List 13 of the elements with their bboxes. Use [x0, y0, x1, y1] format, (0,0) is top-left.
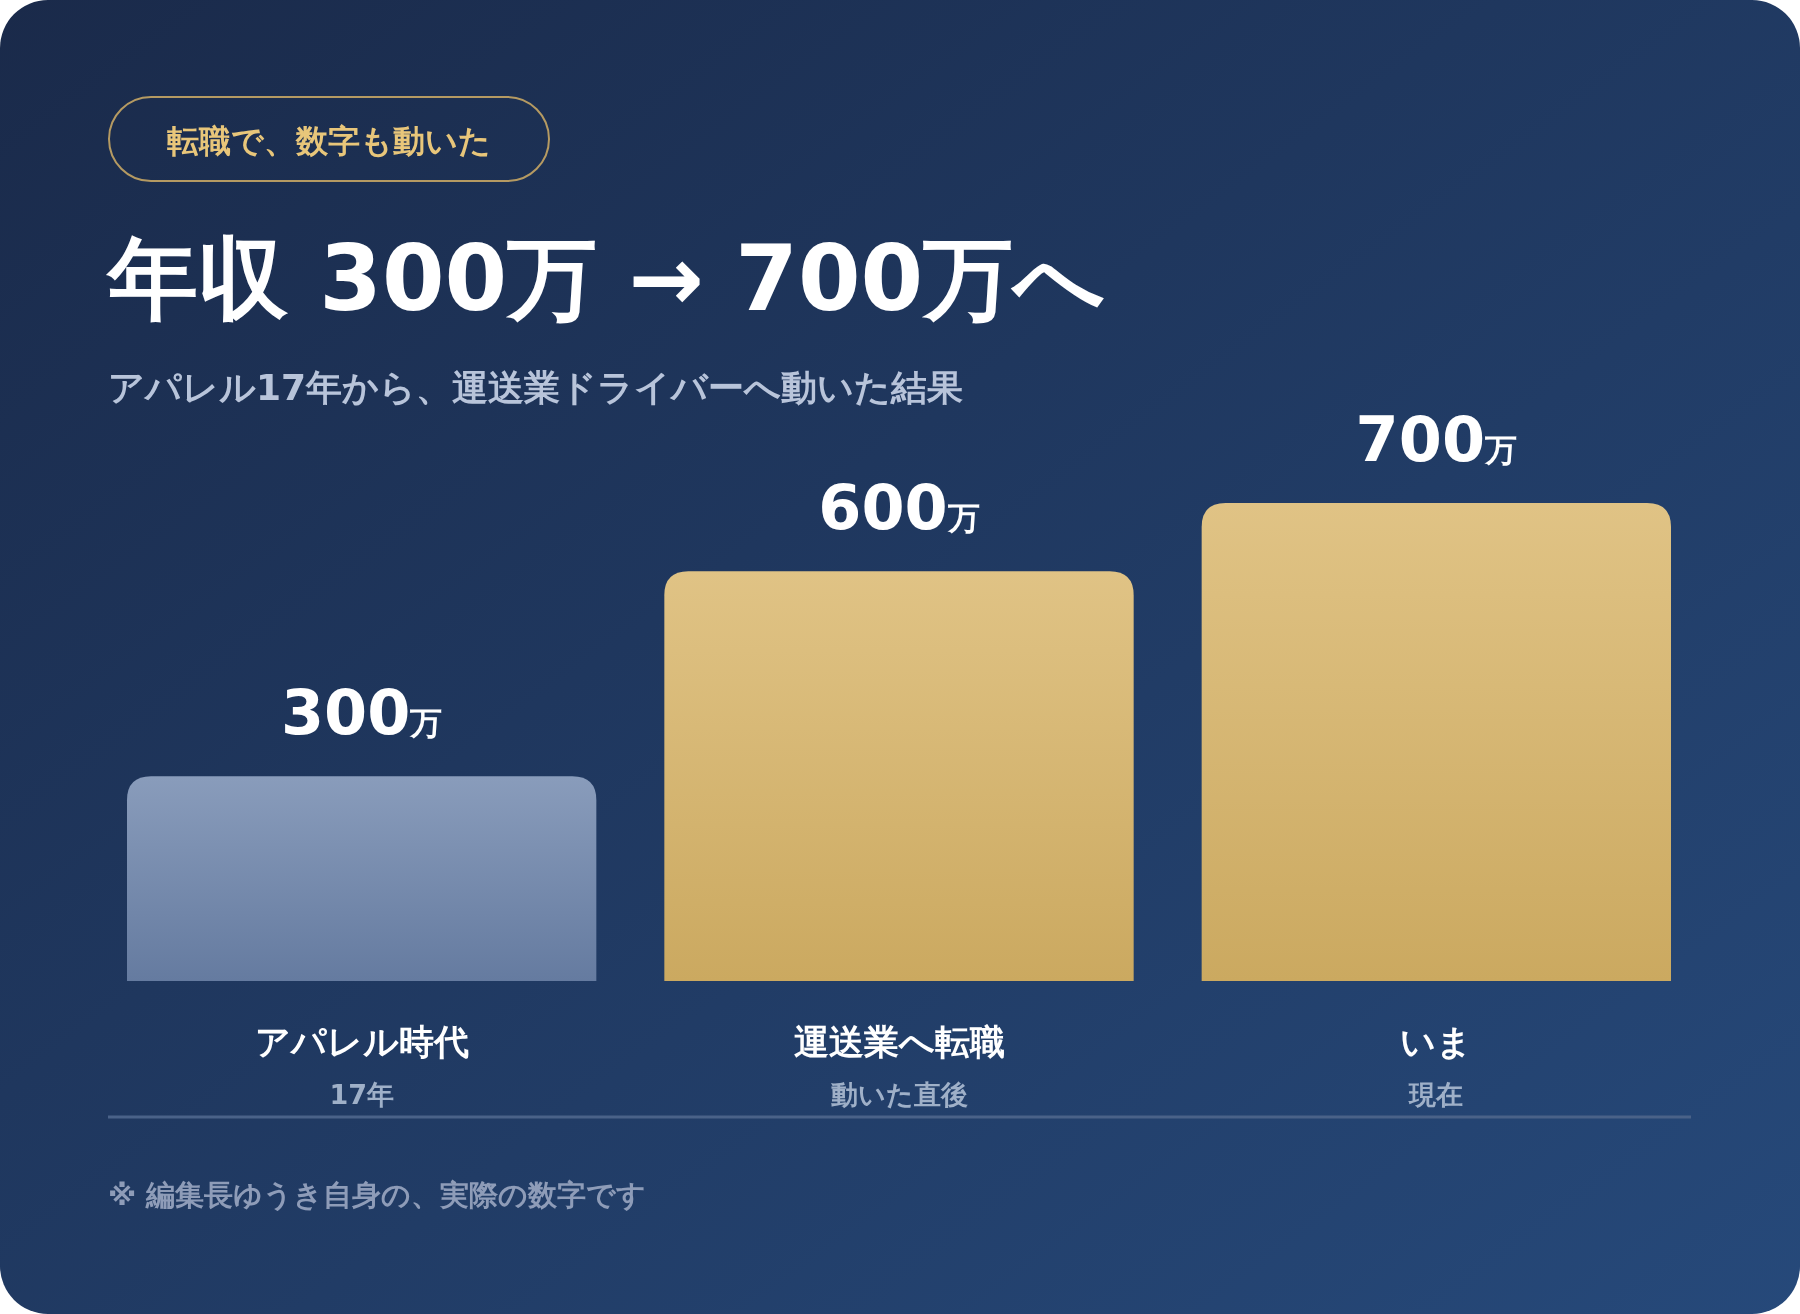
- text: 17年: [329, 1079, 394, 1110]
- text: 転職で、数字も動いた: [167, 122, 491, 160]
- data-label: 700万: [1355, 403, 1518, 476]
- x-tick-label: 運送業へ転職: [793, 1022, 1005, 1062]
- x-tick-label: アパレル時代: [254, 1022, 469, 1062]
- text: ※ 編集長ゆうき自身の、実際の数字です: [108, 1178, 647, 1212]
- chart-title: 年収 300万 → 700万へ: [105, 226, 1106, 331]
- text: 動いた直後: [829, 1079, 968, 1110]
- data-label: 300万: [280, 676, 443, 750]
- x-tick-label: いま: [1400, 1022, 1473, 1062]
- data-label: 600万: [818, 471, 980, 545]
- text: 現在: [1408, 1079, 1464, 1110]
- chart-subtitle: アパレル17年から、運送業ドライバーへ動いた結果: [108, 367, 964, 408]
